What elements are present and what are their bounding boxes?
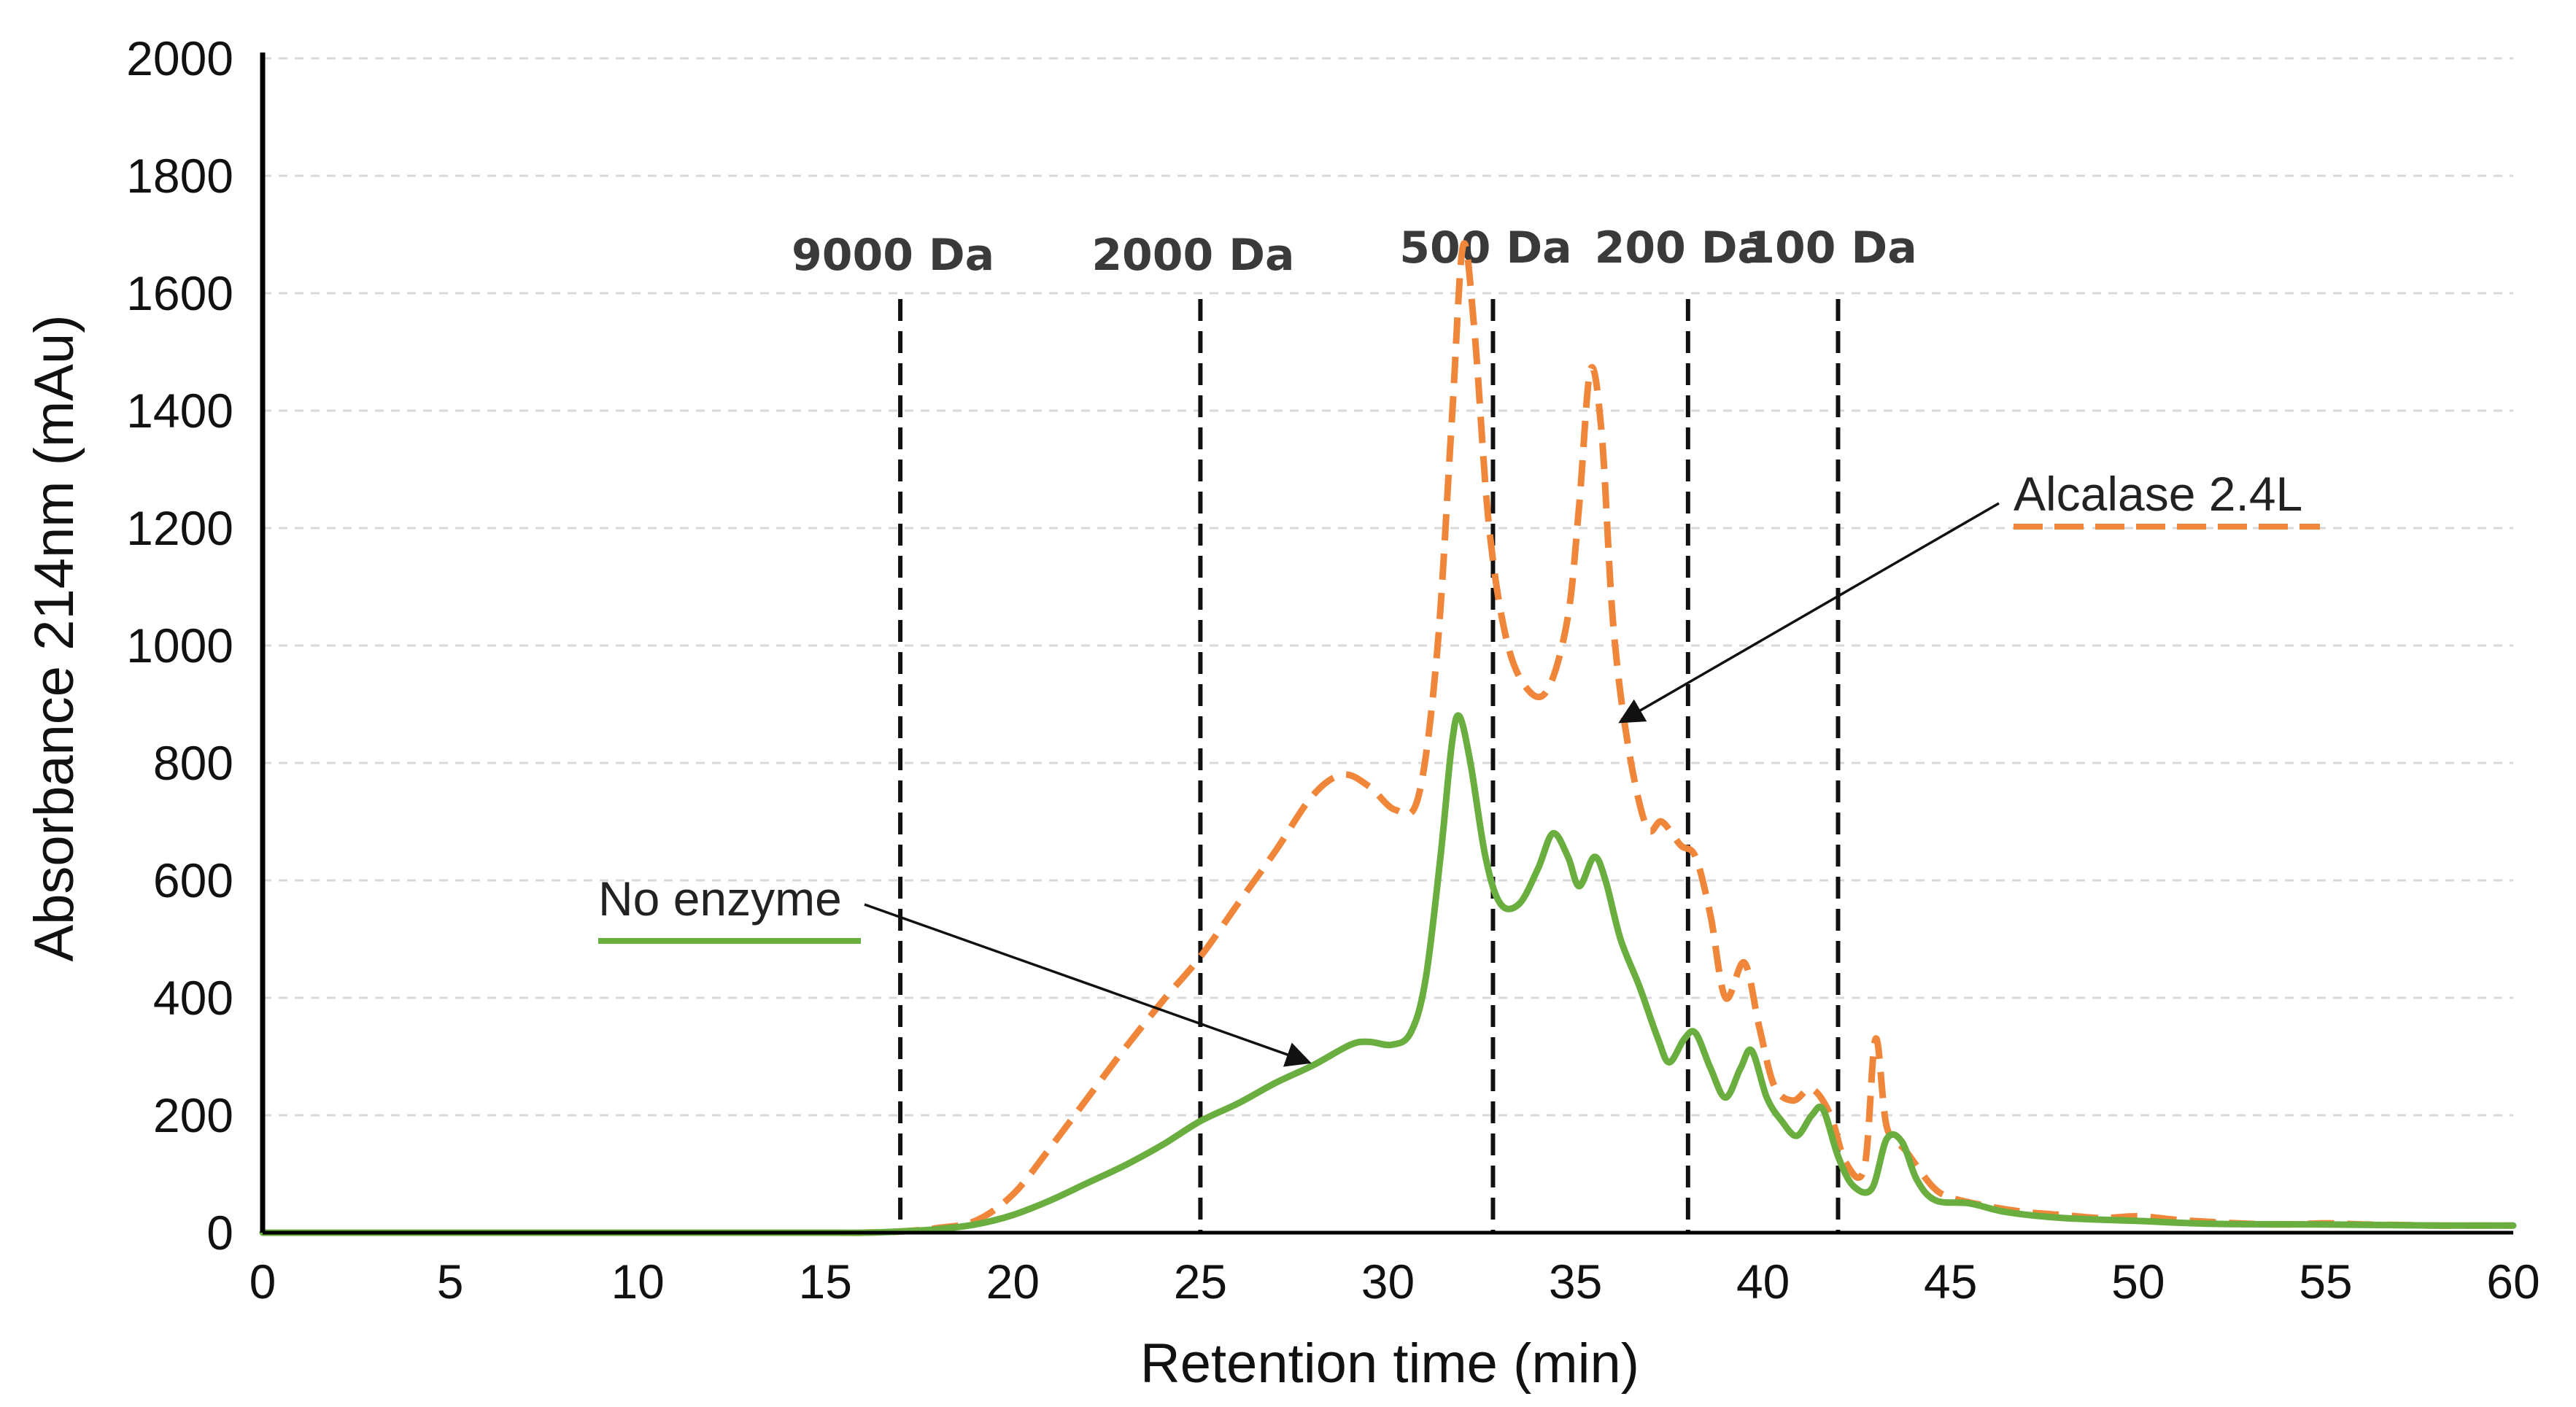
- legend-pointer-arrow: [1618, 502, 2000, 724]
- x-tick-label: 15: [799, 1255, 852, 1309]
- marker-label: 9000 Da: [792, 230, 994, 281]
- gridlines: [263, 57, 2513, 1117]
- y-tick-label: 400: [153, 971, 233, 1025]
- x-tick-label: 45: [1924, 1255, 1977, 1309]
- axes: 0 200 400 600 800 1000 1200 1400 1600 1800 2000 0 5 1…: [126, 31, 2540, 1309]
- x-tick-label: 60: [2486, 1255, 2540, 1309]
- y-tick-label: 2000: [126, 31, 233, 85]
- y-tick-label: 200: [153, 1088, 233, 1142]
- y-tick-label: 1400: [126, 384, 233, 438]
- marker-label: 200 Da: [1595, 222, 1767, 274]
- legend-label: Alcalase 2.4L: [2014, 467, 2302, 521]
- series-line-no-enzyme: [259, 712, 2517, 1236]
- x-tick-label: 10: [611, 1255, 664, 1309]
- x-tick-label: 50: [2111, 1255, 2165, 1309]
- x-tick-label: 0: [250, 1255, 276, 1309]
- series-line-alcalase-2-4l: [262, 240, 2513, 1236]
- y-tick-label: 1200: [126, 501, 233, 555]
- data-series: [259, 240, 2517, 1236]
- x-axis-title: Retention time (min): [1140, 1333, 1639, 1395]
- x-tick-label: 35: [1549, 1255, 1602, 1309]
- y-tick-label: 800: [153, 736, 233, 790]
- marker-label: 100 Da: [1744, 222, 1916, 274]
- x-tick-label: 55: [2299, 1255, 2352, 1309]
- legend-label: No enzyme: [598, 872, 842, 926]
- series-annotations: No enzyme Alcalase 2.4L: [598, 467, 2320, 1067]
- y-axis-title: Absorbance 214nm (mAu): [23, 314, 85, 961]
- y-tick-label: 1000: [126, 619, 233, 673]
- x-tick-label: 40: [1736, 1255, 1790, 1309]
- x-tick-label: 20: [986, 1255, 1040, 1309]
- x-tick-label: 5: [437, 1255, 464, 1309]
- y-tick-label: 1600: [126, 266, 233, 320]
- x-tick-label: 30: [1361, 1255, 1415, 1309]
- x-tick-label: 25: [1174, 1255, 1227, 1309]
- marker-label: 500 Da: [1399, 222, 1571, 274]
- legend-pointer-arrow: [864, 903, 1312, 1067]
- marker-label: 2000 Da: [1091, 230, 1294, 281]
- y-tick-label: 1800: [126, 149, 233, 203]
- y-tick-label: 600: [153, 853, 233, 907]
- y-tick-label: 0: [206, 1206, 233, 1260]
